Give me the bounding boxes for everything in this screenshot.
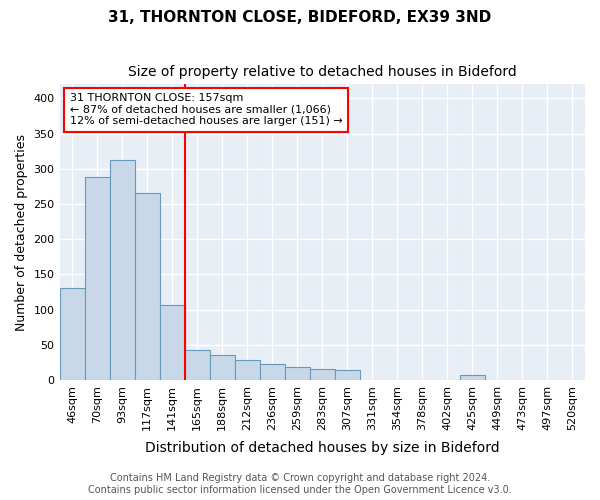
Bar — [110, 160, 134, 380]
Bar — [460, 375, 485, 380]
X-axis label: Distribution of detached houses by size in Bideford: Distribution of detached houses by size … — [145, 441, 500, 455]
Bar — [134, 192, 160, 380]
Text: 31, THORNTON CLOSE, BIDEFORD, EX39 3ND: 31, THORNTON CLOSE, BIDEFORD, EX39 3ND — [109, 10, 491, 25]
Title: Size of property relative to detached houses in Bideford: Size of property relative to detached ho… — [128, 65, 517, 79]
Text: 31 THORNTON CLOSE: 157sqm
← 87% of detached houses are smaller (1,066)
12% of se: 31 THORNTON CLOSE: 157sqm ← 87% of detac… — [70, 93, 343, 126]
Bar — [209, 356, 235, 380]
Bar — [235, 360, 260, 380]
Bar — [285, 367, 310, 380]
Bar — [310, 368, 335, 380]
Bar — [160, 304, 185, 380]
Bar — [260, 364, 285, 380]
Bar — [59, 288, 85, 380]
Bar — [185, 350, 209, 380]
Bar — [335, 370, 360, 380]
Y-axis label: Number of detached properties: Number of detached properties — [15, 134, 28, 330]
Text: Contains HM Land Registry data © Crown copyright and database right 2024.
Contai: Contains HM Land Registry data © Crown c… — [88, 474, 512, 495]
Bar — [85, 177, 110, 380]
